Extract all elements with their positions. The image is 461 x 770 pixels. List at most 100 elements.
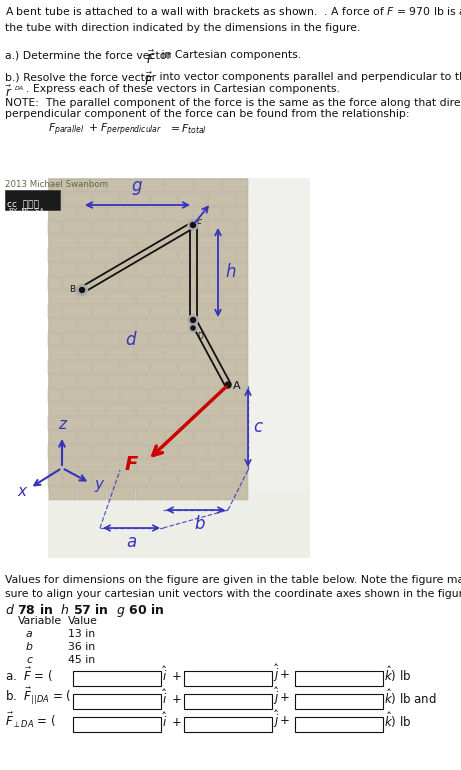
Bar — [179, 305, 207, 318]
Bar — [92, 193, 120, 206]
Text: $\hat{j}+$: $\hat{j}+$ — [273, 708, 290, 730]
Bar — [121, 249, 149, 262]
Text: c: c — [253, 418, 262, 436]
Text: c: c — [197, 217, 202, 226]
Bar — [208, 305, 236, 318]
Bar — [179, 333, 207, 346]
Bar — [179, 361, 207, 374]
Text: a.) Determine the force vector: a.) Determine the force vector — [5, 50, 175, 60]
Circle shape — [190, 317, 195, 323]
Bar — [63, 221, 91, 234]
Bar — [194, 207, 222, 220]
Bar — [237, 361, 248, 374]
Bar — [121, 277, 149, 290]
Bar — [237, 333, 248, 346]
Bar — [49, 459, 77, 472]
Bar — [237, 473, 248, 486]
Bar — [63, 333, 91, 346]
Bar — [179, 277, 207, 290]
Bar — [49, 347, 77, 360]
Bar — [63, 193, 91, 206]
Bar — [179, 417, 207, 430]
Bar — [78, 487, 106, 500]
Bar — [223, 431, 248, 444]
Text: $\hat{j}+$: $\hat{j}+$ — [273, 685, 290, 707]
Bar — [237, 249, 248, 262]
Bar — [223, 403, 248, 416]
Bar — [136, 375, 164, 388]
Bar — [194, 487, 222, 500]
Bar — [107, 347, 135, 360]
Bar — [165, 291, 193, 304]
Bar — [49, 487, 77, 500]
Text: $\hat{i}\ +$: $\hat{i}\ +$ — [162, 711, 182, 730]
Bar — [194, 291, 222, 304]
Bar — [237, 305, 248, 318]
Bar — [63, 361, 91, 374]
Bar — [78, 319, 106, 332]
Text: into vector components parallel and perpendicular to the position vector: into vector components parallel and perp… — [156, 72, 461, 82]
Bar — [92, 221, 120, 234]
Bar — [194, 235, 222, 248]
Text: $\hat{i}\ +$: $\hat{i}\ +$ — [162, 665, 182, 684]
Bar — [208, 389, 236, 402]
Circle shape — [225, 382, 231, 388]
Bar — [48, 178, 248, 490]
Bar — [48, 193, 62, 206]
Bar — [48, 490, 310, 558]
Bar — [121, 417, 149, 430]
Text: $F_{parallel}$: $F_{parallel}$ — [48, 122, 84, 139]
Text: $\hat{k}$) lb: $\hat{k}$) lb — [384, 664, 411, 684]
Bar — [165, 403, 193, 416]
Bar — [121, 333, 149, 346]
Text: 2013 Michael Swanbom: 2013 Michael Swanbom — [5, 180, 108, 189]
Bar — [48, 417, 62, 430]
Bar — [223, 459, 248, 472]
Text: c: c — [26, 655, 32, 665]
Text: B: B — [69, 284, 75, 293]
Text: Values for dimensions on the figure are given in the table below. Note the figur: Values for dimensions on the figure are … — [5, 575, 461, 598]
Bar — [78, 263, 106, 276]
Bar — [49, 291, 77, 304]
Bar — [78, 403, 106, 416]
Bar — [208, 473, 236, 486]
Bar — [121, 473, 149, 486]
Bar — [237, 389, 248, 402]
Bar — [136, 347, 164, 360]
Bar — [63, 389, 91, 402]
Bar — [48, 445, 62, 458]
Text: Variable: Variable — [18, 616, 62, 626]
Bar — [107, 207, 135, 220]
Bar — [237, 193, 248, 206]
Text: $\hat{i}\ +$: $\hat{i}\ +$ — [162, 688, 182, 707]
Bar — [48, 249, 62, 262]
Text: 45 in: 45 in — [68, 655, 95, 665]
Bar — [121, 193, 149, 206]
Text: $\vec{F}_{\perp DA}$ = (: $\vec{F}_{\perp DA}$ = ( — [5, 711, 56, 730]
Bar — [92, 333, 120, 346]
Bar — [208, 333, 236, 346]
Bar — [49, 375, 77, 388]
Bar — [78, 207, 106, 220]
Bar — [49, 263, 77, 276]
Bar — [78, 459, 106, 472]
Bar — [49, 207, 77, 220]
Bar — [165, 235, 193, 248]
Text: in Cartesian components.: in Cartesian components. — [158, 50, 301, 60]
Bar — [63, 249, 91, 262]
Text: $_{DA}$: $_{DA}$ — [14, 84, 24, 93]
Circle shape — [188, 315, 198, 325]
Bar — [223, 347, 248, 360]
Bar — [165, 179, 193, 192]
Bar — [63, 305, 91, 318]
Bar — [121, 389, 149, 402]
Bar — [92, 389, 120, 402]
Bar — [5, 190, 60, 210]
Bar — [136, 207, 164, 220]
Bar — [49, 179, 77, 192]
Bar — [179, 221, 207, 234]
Bar — [107, 179, 135, 192]
Bar — [223, 207, 248, 220]
Bar — [78, 291, 106, 304]
Bar — [165, 375, 193, 388]
